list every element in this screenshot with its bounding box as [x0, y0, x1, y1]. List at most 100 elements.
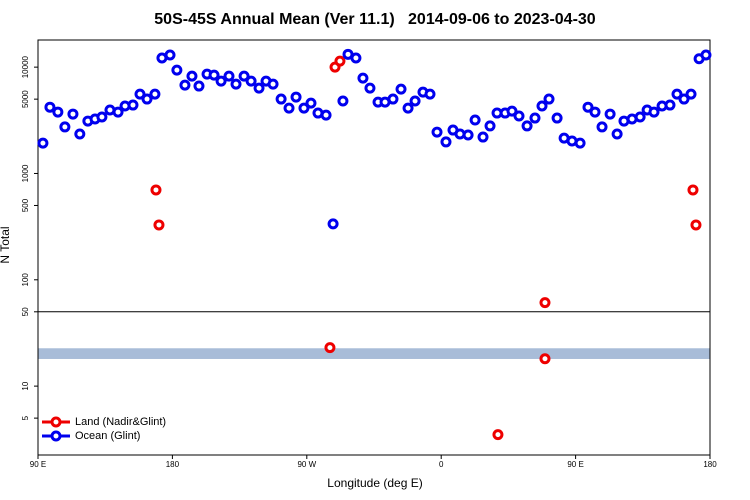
point — [298, 102, 310, 114]
point — [492, 429, 504, 441]
point — [208, 69, 220, 81]
y-axis-label: N Total — [0, 226, 12, 263]
point — [574, 137, 586, 149]
point — [543, 93, 555, 105]
point — [440, 136, 452, 148]
y-tick-label: 100 — [21, 273, 30, 287]
point — [96, 111, 108, 123]
x-tick-label: 90 E — [567, 460, 583, 469]
y-tick-label: 10 — [21, 381, 30, 390]
point — [134, 88, 146, 100]
point — [409, 95, 421, 107]
point — [193, 80, 205, 92]
point — [513, 110, 525, 122]
chart-title: 50S-45S Annual Mean (Ver 11.1) 2014-09-0… — [154, 11, 596, 28]
point — [275, 93, 287, 105]
point — [238, 70, 250, 82]
x-tick-label: 180 — [703, 460, 717, 469]
point — [153, 219, 165, 231]
point — [402, 102, 414, 114]
point — [52, 106, 64, 118]
point — [320, 109, 332, 121]
point — [395, 83, 407, 95]
point — [611, 128, 623, 140]
point — [671, 88, 683, 100]
y-tick-label: 10000 — [21, 55, 30, 78]
point — [634, 111, 646, 123]
plot-frame — [37, 39, 711, 456]
point — [521, 120, 533, 132]
point — [44, 101, 56, 113]
legend-label: Land (Nadir&Glint) — [75, 416, 166, 428]
x-tick-label: 0 — [439, 460, 444, 469]
point — [230, 78, 242, 90]
point — [171, 64, 183, 76]
point — [186, 70, 198, 82]
point — [253, 82, 265, 94]
point — [223, 70, 235, 82]
point — [337, 95, 349, 107]
point — [141, 93, 153, 105]
legend-marker — [50, 430, 62, 442]
point — [290, 91, 302, 103]
point — [664, 99, 676, 111]
point — [589, 106, 601, 118]
point — [551, 112, 563, 124]
x-tick-label: 180 — [166, 460, 180, 469]
point — [687, 184, 699, 196]
point — [245, 75, 257, 87]
y-tick-label: 5000 — [21, 90, 30, 108]
point — [305, 97, 317, 109]
point — [215, 75, 227, 87]
point — [127, 99, 139, 111]
point — [37, 137, 49, 149]
point — [112, 106, 124, 118]
point — [506, 105, 518, 117]
point — [179, 79, 191, 91]
legend-label: Ocean (Glint) — [75, 430, 140, 442]
point — [74, 128, 86, 140]
point — [324, 342, 336, 354]
point — [357, 72, 369, 84]
point — [484, 120, 496, 132]
point — [431, 126, 443, 138]
point — [529, 112, 541, 124]
point — [424, 88, 436, 100]
point — [700, 49, 712, 61]
point — [536, 100, 548, 112]
point — [685, 88, 697, 100]
point — [164, 49, 176, 61]
y-tick-label: 5 — [21, 415, 30, 420]
point — [350, 52, 362, 64]
point — [59, 121, 71, 133]
x-axis-label: Longitude (deg E) — [327, 476, 422, 490]
point — [334, 55, 346, 67]
point — [67, 108, 79, 120]
point — [364, 82, 376, 94]
y-tick-label: 50 — [21, 307, 30, 316]
point — [267, 78, 279, 90]
point — [690, 219, 702, 231]
point — [648, 106, 660, 118]
point — [150, 184, 162, 196]
point — [596, 121, 608, 133]
point — [387, 93, 399, 105]
point — [462, 129, 474, 141]
point — [283, 102, 295, 114]
point — [469, 114, 481, 126]
point — [477, 131, 489, 143]
legend-marker — [50, 416, 62, 428]
point — [582, 101, 594, 113]
band — [38, 348, 710, 359]
y-tick-label: 1000 — [21, 164, 30, 182]
y-tick-label: 500 — [21, 198, 30, 212]
point — [149, 88, 161, 100]
point — [539, 297, 551, 309]
x-tick-label: 90 E — [30, 460, 46, 469]
point — [678, 93, 690, 105]
point — [604, 108, 616, 120]
point — [539, 353, 551, 365]
x-tick-label: 90 W — [297, 460, 316, 469]
point — [327, 218, 339, 230]
